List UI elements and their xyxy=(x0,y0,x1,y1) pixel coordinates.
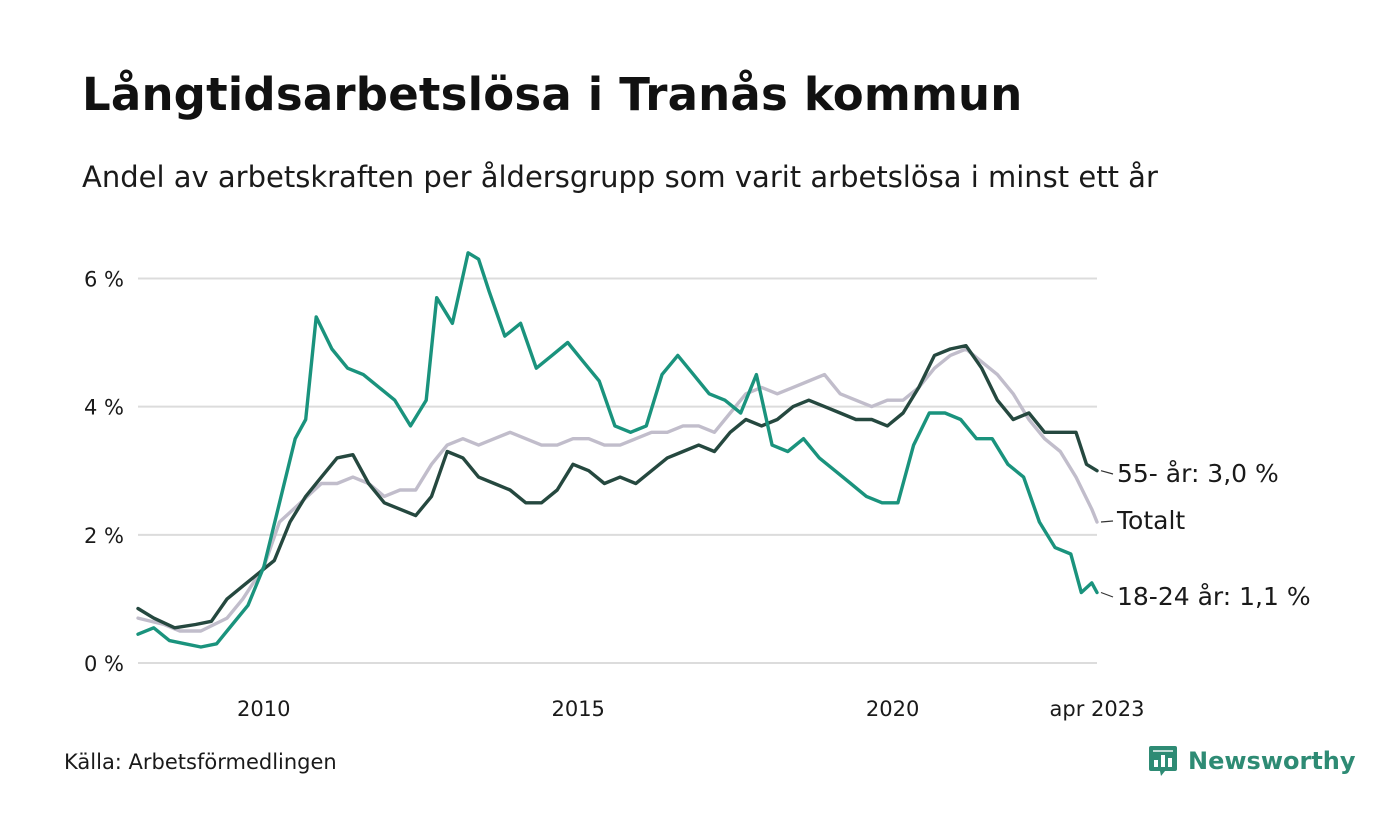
brand-logo: Newsworthy xyxy=(1148,744,1356,778)
x-tick-label: 2015 xyxy=(551,697,604,721)
series-end-label: 55- år: 3,0 % xyxy=(1117,459,1279,488)
x-tick-label: apr 2023 xyxy=(1050,697,1145,721)
chart-title: Långtidsarbetslösa i Tranås kommun xyxy=(82,68,1023,121)
brand-name: Newsworthy xyxy=(1188,747,1356,775)
end-label-leader xyxy=(1100,470,1114,475)
y-tick-label: 6 % xyxy=(84,267,124,291)
end-label-leader xyxy=(1100,591,1114,598)
newsworthy-logo-icon xyxy=(1149,746,1177,776)
y-tick-label: 0 % xyxy=(84,652,124,676)
chart-subtitle: Andel av arbetskraften per åldersgrupp s… xyxy=(82,160,1158,194)
x-tick-label: 2010 xyxy=(237,697,290,721)
x-tick-label: 2020 xyxy=(866,697,919,721)
series-end-label: Totalt xyxy=(1116,506,1185,535)
series-line xyxy=(136,347,1099,633)
series-line xyxy=(136,251,1099,649)
source-note: Källa: Arbetsförmedlingen xyxy=(64,750,337,774)
y-tick-label: 2 % xyxy=(84,524,124,548)
series-end-label: 18-24 år: 1,1 % xyxy=(1117,582,1311,611)
y-tick-label: 4 % xyxy=(84,396,124,420)
series-line xyxy=(136,344,1099,630)
end-label-leader xyxy=(1100,520,1114,523)
